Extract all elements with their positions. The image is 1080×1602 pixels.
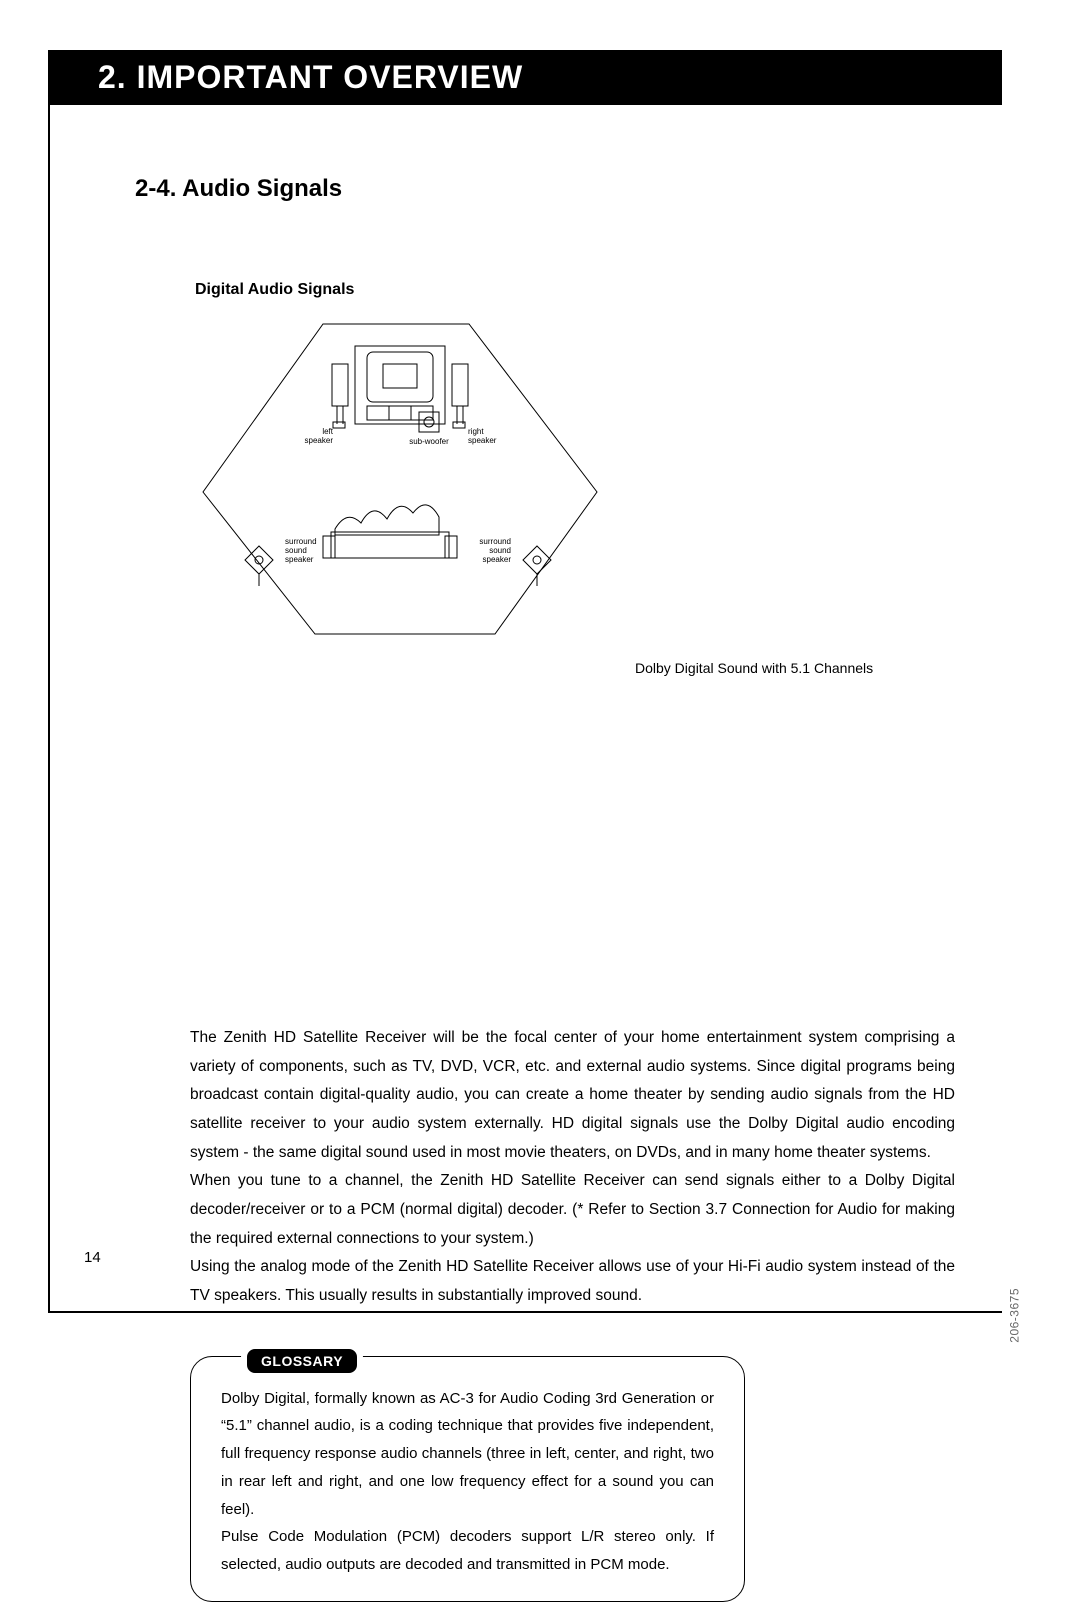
section-title: 2-4. Audio Signals [135,175,980,203]
document-page: 2. IMPORTANT OVERVIEW 2-4. Audio Signals… [0,0,1080,1528]
glossary-box: GLOSSARY Dolby Digital, formally known a… [190,1356,745,1602]
glossary-label: GLOSSARY [241,1343,363,1379]
room-outline [203,324,597,634]
body-p3: Using the analog mode of the Zenith HD S… [190,1253,955,1310]
couch-icon [323,505,457,558]
surround-right-icon [523,546,551,586]
right-speaker-icon [452,364,468,428]
figure-caption: Dolby Digital Sound with 5.1 Channels [635,660,873,676]
label-sub-woofer: sub-woofer [409,437,449,446]
speaker-diagram: leftspeaker rightspeaker sub-woofer surr… [185,314,615,644]
label-right-speaker: rightspeaker [468,427,497,445]
page-border-left [48,50,50,1313]
content-area: 2-4. Audio Signals Digital Audio Signals [135,175,980,1602]
label-surround-left: surroundsoundspeaker [285,537,317,564]
glossary-text: Dolby Digital, formally known as AC-3 fo… [221,1385,714,1579]
glossary-p1: Dolby Digital, formally known as AC-3 fo… [221,1385,714,1524]
label-left-speaker: leftspeaker [305,427,334,445]
chapter-header: 2. IMPORTANT OVERVIEW [48,50,1002,105]
body-p2: When you tune to a channel, the Zenith H… [190,1167,955,1253]
doc-id: 206-3675 [1008,1288,1022,1343]
speaker-svg: leftspeaker rightspeaker sub-woofer surr… [185,314,615,644]
body-text: The Zenith HD Satellite Receiver will be… [190,1024,955,1311]
left-speaker-icon [332,364,348,428]
label-surround-right: surroundsoundspeaker [479,537,511,564]
body-p1: The Zenith HD Satellite Receiver will be… [190,1024,955,1167]
page-number: 14 [84,1249,101,1266]
sub-woofer-icon [419,412,439,432]
glossary-p2: Pulse Code Modulation (PCM) decoders sup… [221,1523,714,1579]
surround-left-icon [245,546,273,586]
chapter-title: 2. IMPORTANT OVERVIEW [98,59,523,96]
figure-subtitle: Digital Audio Signals [195,281,980,299]
